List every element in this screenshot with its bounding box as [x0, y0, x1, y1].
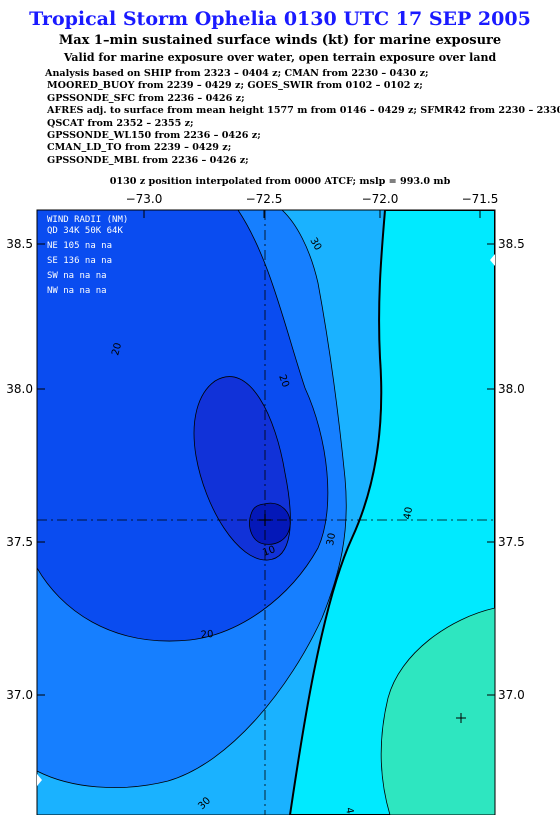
wind-radii-title: WIND RADII (NM) — [47, 215, 128, 225]
lat-tick-label: 37.0 — [498, 688, 525, 702]
map-title: Tropical Storm Ophelia 0130 UTC 17 SEP 2… — [29, 8, 531, 30]
wind-radii-row: NW na na na — [47, 286, 107, 296]
lon-tick-label: −72.0 — [362, 192, 399, 206]
lat-tick-label: 37.5 — [6, 535, 33, 549]
lat-tick-label: 38.5 — [6, 237, 33, 251]
wind-radii-row: NE 105 na na — [47, 241, 112, 251]
storm-center-marker — [259, 514, 271, 526]
contour-field: 20 20 20 10 30 30 30 40 40 WIND RADII (N… — [37, 210, 495, 815]
map-subtitle: Max 1–min sustained surface winds (kt) f… — [58, 33, 502, 48]
band-50-plus-kt — [380, 607, 495, 815]
wind-radii-row: SE 136 na na — [47, 256, 112, 266]
contour-label-10: 10 — [261, 544, 277, 559]
edge-arrow-icon — [37, 774, 42, 786]
analysis-line: GPSSONDE_WL150 from 2236 – 0426 z; — [47, 130, 261, 142]
analysis-line: MOORED_BUOY from 2239 – 0429 z; GOES_SWI… — [47, 80, 423, 92]
analysis-line: Analysis based on SHIP from 2323 – 0404 … — [45, 68, 429, 79]
wind-radii-table: WIND RADII (NM) QD 34K 50K 64K NE 105 na… — [47, 215, 128, 296]
validity-note: Valid for marine exposure over water, op… — [63, 51, 497, 64]
contour-label-20: 20 — [276, 373, 291, 389]
analysis-line: AFRES adj. to surface from mean height 1… — [47, 105, 560, 117]
contour-label-20: 20 — [200, 629, 214, 641]
latitude-axis-right: 38.5 38.0 37.5 37.0 — [498, 237, 525, 702]
lat-tick-label: 37.0 — [6, 688, 33, 702]
contour-label-20: 20 — [110, 342, 124, 357]
wind-radii-row: SW na na na — [47, 271, 107, 281]
lat-tick-label: 38.0 — [6, 382, 33, 396]
edge-arrow-icon — [490, 254, 495, 266]
longitude-axis: −73.0 −72.5 −72.0 −71.5 — [126, 192, 499, 206]
analysis-line: CMAN_LD_TO from 2239 – 0429 z; — [47, 142, 232, 154]
max-wind-marker — [456, 713, 466, 723]
core-10kt-contour — [249, 502, 291, 545]
contour-label-40: 40 — [402, 506, 415, 520]
lat-tick-label: 38.5 — [498, 237, 525, 251]
analysis-line: GPSSONDE_SFC from 2236 – 0426 z; — [47, 92, 245, 104]
analysis-sources: Analysis based on SHIP from 2323 – 0404 … — [45, 68, 560, 167]
latitude-axis-left: 38.5 38.0 37.5 37.0 — [6, 237, 33, 702]
wind-radii-header: QD 34K 50K 64K — [47, 226, 123, 236]
lat-tick-label: 38.0 — [498, 382, 525, 396]
analysis-line: QSCAT from 2352 – 2355 z; — [47, 117, 194, 129]
position-note: 0130 z position interpolated from 0000 A… — [109, 176, 451, 187]
frame-ticks — [37, 210, 495, 696]
contour-label-30: 30 — [325, 532, 338, 546]
lat-tick-label: 37.5 — [498, 535, 525, 549]
analysis-line: GPSSONDE_MBL from 2236 – 0426 z; — [47, 154, 249, 166]
lon-tick-label: −72.5 — [246, 192, 283, 206]
lon-tick-label: −73.0 — [126, 192, 163, 206]
map-frame — [36, 209, 496, 815]
lon-tick-label: −71.5 — [462, 192, 499, 206]
contour-label-40: 40 — [343, 807, 356, 815]
wind-contour-map: −73.0 −72.5 −72.0 −71.5 38.5 38.0 37.5 3… — [6, 192, 525, 815]
